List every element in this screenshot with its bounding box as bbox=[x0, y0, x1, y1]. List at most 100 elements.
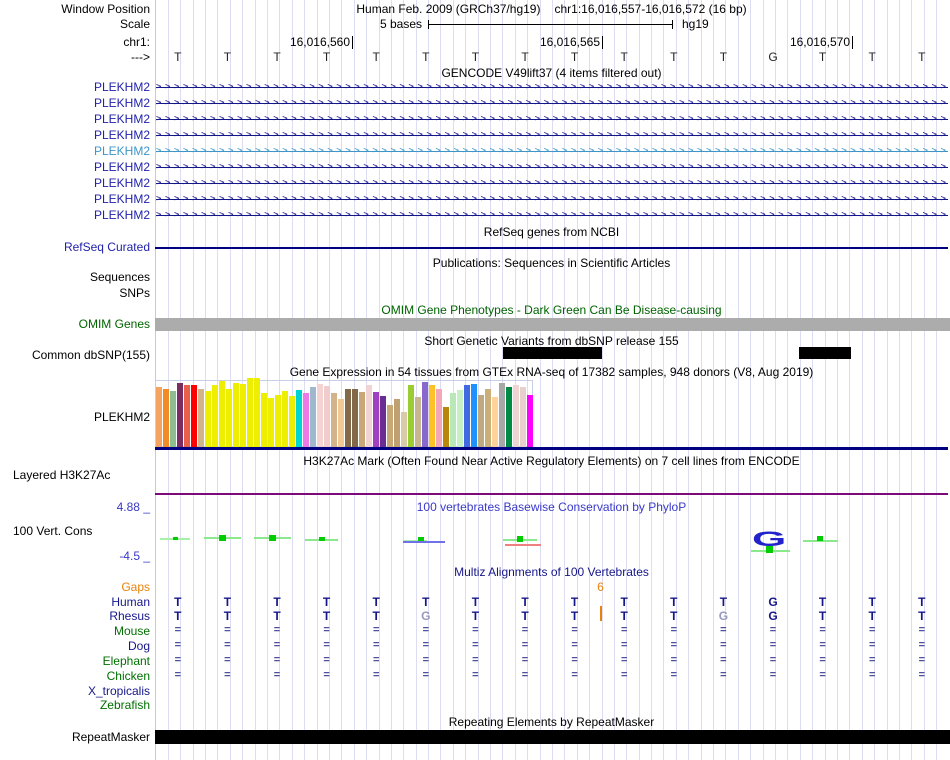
gtex-tissue-bar[interactable] bbox=[477, 395, 484, 447]
gtex-tissue-bar[interactable] bbox=[176, 383, 183, 447]
multiz-species-label-elephant[interactable]: Elephant bbox=[102, 654, 150, 668]
vert-cons-label[interactable]: 100 Vert. Cons bbox=[13, 524, 93, 538]
reference-base: T bbox=[471, 50, 480, 64]
gtex-tissue-bar[interactable] bbox=[351, 389, 358, 447]
gtex-tissue-bar[interactable] bbox=[386, 405, 393, 447]
gencode-transcript[interactable]: >>>>>>>>>>>>>>>>>>>>>>>>>>>>>>>>>>>>>>>>… bbox=[156, 114, 948, 124]
gtex-tissue-bar[interactable] bbox=[204, 391, 211, 447]
snps-label[interactable]: SNPs bbox=[119, 286, 150, 300]
gtex-tissue-bar[interactable] bbox=[190, 385, 197, 447]
gencode-transcript-label[interactable]: PLEKHM2 bbox=[93, 96, 150, 110]
gtex-tissue-bar[interactable] bbox=[288, 396, 295, 447]
gtex-tissue-bar[interactable] bbox=[372, 392, 379, 447]
gtex-tissue-bar[interactable] bbox=[519, 387, 526, 447]
omim-gene-item[interactable] bbox=[155, 318, 950, 331]
gtex-tissue-bar[interactable] bbox=[463, 385, 470, 447]
alignment-gap-symbol: = bbox=[521, 654, 529, 666]
gtex-tissue-bar[interactable] bbox=[484, 389, 491, 447]
multiz-species-label-dog[interactable]: Dog bbox=[127, 639, 150, 653]
gtex-tissue-bar[interactable] bbox=[505, 387, 512, 447]
gencode-transcript-label[interactable]: PLEKHM2 bbox=[93, 176, 150, 190]
refseq-gene-item[interactable] bbox=[155, 247, 948, 249]
repeatmasker-label[interactable]: RepeatMasker bbox=[71, 730, 150, 744]
gtex-tissue-bar[interactable] bbox=[232, 383, 239, 447]
gtex-tissue-bar[interactable] bbox=[295, 390, 302, 447]
gtex-tissue-bar[interactable] bbox=[435, 389, 442, 447]
gtex-tissue-bar[interactable] bbox=[414, 397, 421, 447]
multiz-species-label-mouse[interactable]: Mouse bbox=[113, 624, 150, 638]
gtex-tissue-bar[interactable] bbox=[456, 390, 463, 447]
multiz-species-label-x_tropicalis[interactable]: X_tropicalis bbox=[87, 684, 150, 698]
gtex-tissue-bar[interactable] bbox=[393, 399, 400, 447]
gtex-tissue-bar[interactable] bbox=[337, 399, 344, 447]
gtex-tissue-bar[interactable] bbox=[169, 391, 176, 447]
gtex-tissue-bar[interactable] bbox=[449, 393, 456, 447]
gtex-tissue-bar[interactable] bbox=[267, 398, 274, 447]
gtex-tissue-bar[interactable] bbox=[197, 389, 204, 447]
gtex-tissue-bar[interactable] bbox=[358, 392, 365, 447]
gtex-gene-label[interactable]: PLEKHM2 bbox=[93, 410, 150, 424]
gtex-tissue-bar[interactable] bbox=[253, 378, 260, 447]
gencode-transcript[interactable]: >>>>>>>>>>>>>>>>>>>>>>>>>>>>>>>>>>>>>>>>… bbox=[156, 82, 948, 92]
gtex-tissue-bar[interactable] bbox=[344, 389, 351, 447]
gtex-tissue-bar[interactable] bbox=[428, 385, 435, 447]
gtex-tissue-bar[interactable] bbox=[407, 385, 414, 447]
gencode-transcript-label[interactable]: PLEKHM2 bbox=[93, 160, 150, 174]
gencode-transcript[interactable]: >>>>>>>>>>>>>>>>>>>>>>>>>>>>>>>>>>>>>>>>… bbox=[156, 210, 948, 220]
dbsnp-variant-item[interactable] bbox=[799, 347, 851, 359]
gencode-transcript-label[interactable]: PLEKHM2 bbox=[93, 112, 150, 126]
multiz-species-label-chicken[interactable]: Chicken bbox=[106, 669, 150, 683]
gtex-tissue-bar[interactable] bbox=[162, 389, 169, 447]
dbsnp-variant-item[interactable] bbox=[503, 347, 602, 359]
gridline bbox=[688, 0, 690, 760]
gtex-tissue-bar[interactable] bbox=[330, 393, 337, 447]
gencode-transcript-label[interactable]: PLEKHM2 bbox=[93, 144, 150, 158]
layered-h3k27ac-label[interactable]: Layered H3K27Ac bbox=[13, 468, 111, 482]
gtex-tissue-bar[interactable] bbox=[491, 397, 498, 447]
gtex-tissue-bar[interactable] bbox=[323, 386, 330, 447]
gtex-tissue-bar[interactable] bbox=[274, 395, 281, 447]
gtex-tissue-bar[interactable] bbox=[379, 396, 386, 447]
gtex-tissue-bar[interactable] bbox=[155, 387, 162, 447]
multiz-species-label-human[interactable]: Human bbox=[111, 595, 150, 609]
gtex-tissue-bar[interactable] bbox=[183, 385, 190, 447]
gtex-tissue-bar[interactable] bbox=[316, 384, 323, 447]
gtex-tissue-bar[interactable] bbox=[281, 391, 288, 447]
gtex-tissue-bar[interactable] bbox=[211, 385, 218, 447]
gencode-transcript[interactable]: >>>>>>>>>>>>>>>>>>>>>>>>>>>>>>>>>>>>>>>>… bbox=[156, 194, 948, 204]
gencode-transcript[interactable]: >>>>>>>>>>>>>>>>>>>>>>>>>>>>>>>>>>>>>>>>… bbox=[156, 162, 948, 172]
gtex-tissue-bar[interactable] bbox=[442, 407, 449, 447]
gtex-tissue-bar[interactable] bbox=[400, 412, 407, 447]
omim-genes-label[interactable]: OMIM Genes bbox=[78, 317, 150, 331]
gtex-tissue-bar[interactable] bbox=[365, 385, 372, 447]
gencode-transcript-label[interactable]: PLEKHM2 bbox=[93, 128, 150, 142]
multiz-species-label-zebrafish[interactable]: Zebrafish bbox=[99, 698, 150, 712]
gencode-transcript[interactable]: >>>>>>>>>>>>>>>>>>>>>>>>>>>>>>>>>>>>>>>>… bbox=[156, 146, 948, 156]
gtex-tissue-bar[interactable] bbox=[246, 378, 253, 447]
gtex-tissue-bar[interactable] bbox=[218, 381, 225, 447]
multiz-species-label-rhesus[interactable]: Rhesus bbox=[109, 609, 150, 623]
sequences-label[interactable]: Sequences bbox=[89, 270, 150, 284]
gtex-tissue-bar[interactable] bbox=[260, 393, 267, 447]
gtex-tissue-bar[interactable] bbox=[421, 382, 428, 447]
gtex-tissue-bar[interactable] bbox=[309, 387, 316, 447]
alignment-gap-symbol: = bbox=[422, 639, 430, 651]
gtex-tissue-bar[interactable] bbox=[512, 385, 519, 447]
gtex-tissue-bar[interactable] bbox=[526, 395, 533, 447]
common-dbsnp-label[interactable]: Common dbSNP(155) bbox=[31, 348, 150, 362]
gtex-tissue-bar[interactable] bbox=[498, 383, 505, 447]
gencode-transcript[interactable]: >>>>>>>>>>>>>>>>>>>>>>>>>>>>>>>>>>>>>>>>… bbox=[156, 98, 948, 108]
gtex-tissue-bar[interactable] bbox=[225, 389, 232, 447]
refseq-curated-label[interactable]: RefSeq Curated bbox=[63, 240, 150, 254]
repeat-element-item[interactable] bbox=[155, 730, 950, 744]
gencode-transcript-label[interactable]: PLEKHM2 bbox=[93, 208, 150, 222]
gtex-tissue-bar[interactable] bbox=[239, 384, 246, 447]
gencode-transcript-label[interactable]: PLEKHM2 bbox=[93, 192, 150, 206]
gencode-transcript[interactable]: >>>>>>>>>>>>>>>>>>>>>>>>>>>>>>>>>>>>>>>>… bbox=[156, 130, 948, 140]
gridline bbox=[713, 0, 715, 760]
gencode-transcript[interactable]: >>>>>>>>>>>>>>>>>>>>>>>>>>>>>>>>>>>>>>>>… bbox=[156, 178, 948, 188]
multiz-gaps-label[interactable]: Gaps bbox=[121, 580, 150, 594]
gtex-tissue-bar[interactable] bbox=[470, 384, 477, 447]
gencode-transcript-label[interactable]: PLEKHM2 bbox=[93, 80, 150, 94]
gtex-tissue-bar[interactable] bbox=[302, 393, 309, 447]
